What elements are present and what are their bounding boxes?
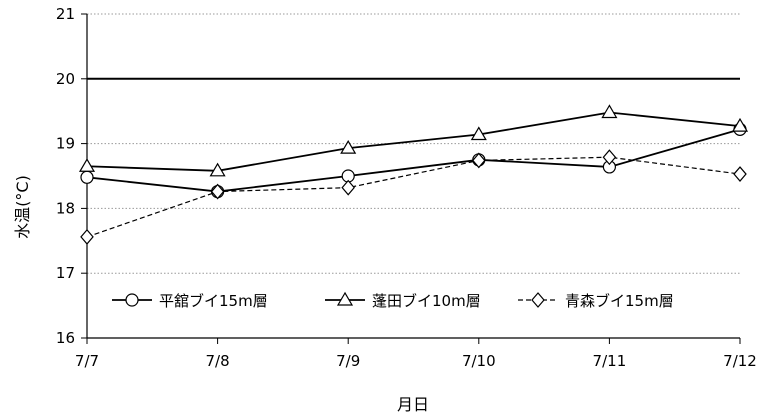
point-2-5 xyxy=(733,166,747,182)
x-tick-label-0: 7/7 xyxy=(75,352,99,370)
y-tick-label-19: 19 xyxy=(56,135,75,153)
point-0-0 xyxy=(80,170,94,184)
legend-marker-1 xyxy=(336,291,354,306)
y-tick-label-17: 17 xyxy=(56,264,75,282)
y-axis-label: 水温(°C) xyxy=(13,175,32,239)
point-1-4 xyxy=(601,104,618,119)
y-tick-label-18: 18 xyxy=(56,199,75,217)
point-2-2 xyxy=(341,179,355,196)
point-1-3 xyxy=(470,126,487,141)
legend-marker-0 xyxy=(125,293,139,307)
point-2-0 xyxy=(80,228,94,245)
series-1 xyxy=(78,104,749,177)
series-line-0 xyxy=(86,128,741,193)
series-2 xyxy=(80,149,747,245)
x-tick-label-3: 7/10 xyxy=(462,352,496,370)
y-tick-label-21: 21 xyxy=(56,5,75,23)
legend: 平舘ブイ15m層 蓬田ブイ10m層 青森ブイ15m層 xyxy=(112,291,674,310)
legend-marker-2 xyxy=(531,292,545,308)
y-tick-label-16: 16 xyxy=(56,329,75,347)
point-2-3 xyxy=(472,152,486,169)
series-line-1 xyxy=(86,111,741,172)
y-tick-labels: 16 17 18 19 20 21 xyxy=(56,5,75,347)
point-1-0 xyxy=(78,158,96,172)
x-tick-label-1: 7/8 xyxy=(206,352,230,370)
point-2-4 xyxy=(602,149,617,166)
series-group xyxy=(78,104,749,245)
series-0 xyxy=(80,122,747,199)
legend-label-0: 平舘ブイ15m層 xyxy=(159,292,268,310)
legend-label-1: 蓬田ブイ10m層 xyxy=(372,292,481,310)
series-line-2 xyxy=(86,156,741,238)
point-2-1 xyxy=(210,183,225,200)
point-1-2 xyxy=(340,139,357,154)
y-tick-label-20: 20 xyxy=(56,70,75,88)
point-1-5 xyxy=(731,117,749,132)
x-tick-label-5: 7/12 xyxy=(723,352,757,370)
x-tick-label-2: 7/9 xyxy=(336,352,360,370)
x-axis-label: 月日 xyxy=(397,395,429,414)
legend-label-2: 青森ブイ15m層 xyxy=(565,292,674,310)
x-tick-label-4: 7/11 xyxy=(593,352,627,370)
grid-lines xyxy=(87,13,740,274)
point-1-1 xyxy=(209,162,226,177)
x-tick-labels: 7/7 7/8 7/9 7/10 7/11 7/12 xyxy=(75,352,757,370)
